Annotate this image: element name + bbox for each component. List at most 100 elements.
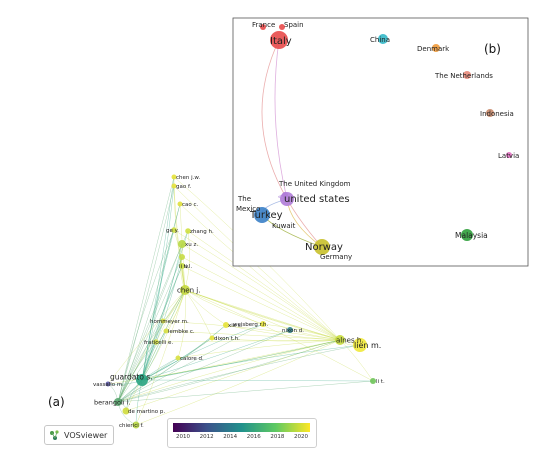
author-label-ge-y: ge y. xyxy=(166,228,179,234)
author-label-zhang-h: zhang h. xyxy=(190,229,214,235)
author-node-li-l[interactable] xyxy=(179,263,185,269)
author-link xyxy=(184,289,341,341)
country-label-mexico: Mexico xyxy=(236,205,260,213)
panel-label-a: (a) xyxy=(48,395,65,409)
country-node-latvia[interactable] xyxy=(506,152,512,158)
country-label-france: France xyxy=(252,21,275,29)
author-link xyxy=(289,329,341,341)
author-label-hommeyer-m: hommeyer m. xyxy=(150,319,189,325)
country-node-indonesia[interactable] xyxy=(486,109,494,117)
author-node-weisberg-r-h[interactable] xyxy=(260,321,266,327)
author-node-chen-j[interactable] xyxy=(180,285,190,295)
author-link xyxy=(117,329,291,403)
author-label-chierici-f: chierici f. xyxy=(119,423,144,429)
author-node-xie-s[interactable] xyxy=(223,322,229,328)
country-node-spain[interactable] xyxy=(279,24,285,30)
author-label-weisberg-r-h: weisberg r.h. xyxy=(233,322,269,328)
country-node-malaysia[interactable] xyxy=(461,229,473,241)
author-label-alnes-h: alnes h. xyxy=(336,336,364,344)
author-link xyxy=(117,344,361,403)
author-label-xie-s: xie s. xyxy=(228,323,243,329)
author-node-dixon-t-h[interactable] xyxy=(209,335,215,341)
author-link xyxy=(117,330,167,403)
scale-tick-2020: 2020 xyxy=(294,434,308,440)
author-label-gao-f: gao f. xyxy=(176,184,192,190)
country-label-the: The xyxy=(237,195,251,203)
country-label-kuwait: Kuwait xyxy=(272,222,296,230)
author-link xyxy=(141,379,374,382)
author-node-li-w[interactable] xyxy=(179,254,185,260)
author-link xyxy=(179,203,341,341)
author-link xyxy=(177,289,186,359)
country-label-italy: Italy xyxy=(270,36,292,47)
country-node-the-netherlands[interactable] xyxy=(463,71,471,79)
author-link xyxy=(117,339,341,403)
author-node-vassallo-m[interactable] xyxy=(105,381,111,387)
vosviewer-logo: VOSviewer xyxy=(44,425,115,445)
author-link xyxy=(117,176,175,403)
author-label-li-t: li t. xyxy=(376,379,385,385)
author-link xyxy=(177,339,341,359)
author-link xyxy=(107,289,186,385)
author-node-ge-y[interactable] xyxy=(171,227,177,233)
author-node-fraticelli-e[interactable] xyxy=(153,339,159,345)
author-node-calore-d[interactable] xyxy=(175,355,181,361)
author-node-lien-m[interactable] xyxy=(353,338,367,352)
author-label-calore-d: calore d. xyxy=(180,356,204,362)
vosviewer-label: VOSviewer xyxy=(64,430,108,440)
country-node-italy[interactable] xyxy=(270,31,288,49)
author-link xyxy=(181,243,341,341)
author-node-guardato-s[interactable] xyxy=(136,374,148,386)
author-link xyxy=(117,357,179,403)
country-label-germany: Germany xyxy=(320,253,352,261)
author-node-gao-f[interactable] xyxy=(171,183,177,189)
author-node-alnes-h[interactable] xyxy=(335,335,345,345)
country-node-france[interactable] xyxy=(260,24,266,30)
author-link xyxy=(141,339,341,381)
author-label-guardato-s: guardato s. xyxy=(110,373,153,382)
author-labels: chen j.w. gao f. cao c. ge y. zhang h. xu z. l… xyxy=(93,175,385,429)
country-nodes xyxy=(254,24,512,255)
author-node-nixon-d[interactable] xyxy=(287,327,293,333)
author-link xyxy=(117,337,213,403)
author-node-chierici-f[interactable] xyxy=(132,421,140,429)
author-label-berangoli-l: berangoli l. xyxy=(94,398,131,406)
country-label-the-netherlands: The Netherlands xyxy=(434,72,493,80)
author-label-chen-j: chen j. xyxy=(177,286,200,294)
author-link xyxy=(117,324,227,403)
author-node-lembke-c[interactable] xyxy=(163,328,169,334)
author-link xyxy=(184,289,341,341)
author-node-berangoli-l[interactable] xyxy=(114,398,122,406)
author-node-zhang-h[interactable] xyxy=(185,228,191,234)
year-color-scale: 2010 2012 2014 2016 2018 2020 xyxy=(167,418,317,448)
author-node-li-t[interactable] xyxy=(370,378,376,384)
author-node-cao-c[interactable] xyxy=(177,201,183,207)
author-link xyxy=(187,230,341,341)
country-node-denmark[interactable] xyxy=(432,44,440,52)
author-link xyxy=(181,265,341,341)
country-label-china: China xyxy=(370,36,390,44)
author-link xyxy=(173,229,341,341)
scale-tick-2012: 2012 xyxy=(199,434,214,440)
country-node-united-states[interactable] xyxy=(280,192,294,206)
author-link xyxy=(117,339,341,403)
author-node-xu-z[interactable] xyxy=(178,240,186,248)
author-node-chen-j-w[interactable] xyxy=(171,174,177,180)
author-link xyxy=(162,320,341,341)
author-node-de-martino-p[interactable] xyxy=(122,407,130,415)
scale-tick-2016: 2016 xyxy=(246,434,261,440)
author-link xyxy=(117,323,264,403)
author-link xyxy=(117,243,183,403)
author-link xyxy=(117,380,374,403)
author-link xyxy=(181,256,341,341)
country-node-turkey[interactable] xyxy=(254,207,270,223)
author-link xyxy=(117,341,157,403)
author-node-hommeyer-m[interactable] xyxy=(160,318,166,324)
country-link xyxy=(261,39,323,248)
author-link xyxy=(262,323,341,341)
country-label-spain: Spain xyxy=(284,21,304,29)
country-node-china[interactable] xyxy=(378,34,388,44)
color-gradient xyxy=(173,423,310,432)
country-node-norway[interactable] xyxy=(314,239,330,255)
